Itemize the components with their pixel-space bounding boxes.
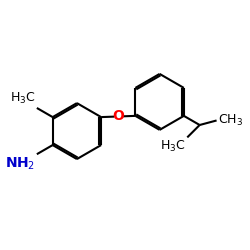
Text: NH$_2$: NH$_2$: [6, 156, 36, 172]
Text: CH$_3$: CH$_3$: [218, 113, 243, 128]
Text: H$_3$C: H$_3$C: [160, 138, 186, 154]
Text: O: O: [112, 110, 124, 124]
Text: H$_3$C: H$_3$C: [10, 91, 36, 106]
